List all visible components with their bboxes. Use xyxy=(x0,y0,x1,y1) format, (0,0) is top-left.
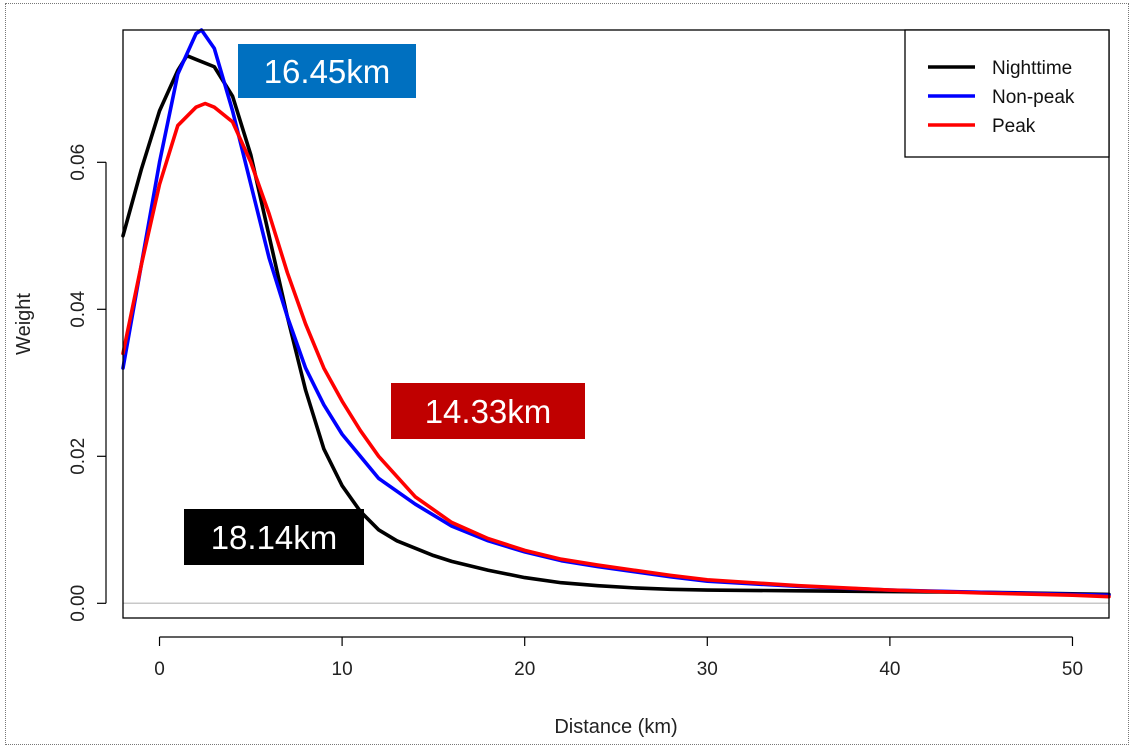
y-tick-label: 0.00 xyxy=(68,585,89,622)
y-tick-label: 0.02 xyxy=(68,438,89,475)
plot-border xyxy=(122,29,1110,619)
x-axis-title: Distance (km) xyxy=(554,716,677,738)
x-tick-label: 40 xyxy=(879,659,900,680)
y-tick-label: 0.06 xyxy=(68,144,89,181)
legend-label: Peak xyxy=(992,116,1036,137)
legend-box xyxy=(904,29,1110,158)
y-tick-label: 0.04 xyxy=(68,290,89,327)
annotation-black-label: 18.14km xyxy=(184,509,364,565)
series-line-peak xyxy=(121,101,1111,599)
y-axis-title: Weight xyxy=(13,293,35,355)
annotation-red-label: 14.33km xyxy=(391,383,585,439)
x-tick-label: 0 xyxy=(154,659,165,680)
figure-frame xyxy=(5,3,1129,745)
annotation-blue-label: 16.45km xyxy=(238,44,416,98)
legend-label: Non-peak xyxy=(992,87,1075,108)
series-line-nighttime xyxy=(121,53,1111,597)
x-tick-label: 20 xyxy=(514,659,535,680)
legend-label: Nighttime xyxy=(992,58,1072,79)
x-tick-label: 10 xyxy=(332,659,353,680)
x-tick-label: 30 xyxy=(697,659,718,680)
x-tick-label: 50 xyxy=(1062,659,1083,680)
